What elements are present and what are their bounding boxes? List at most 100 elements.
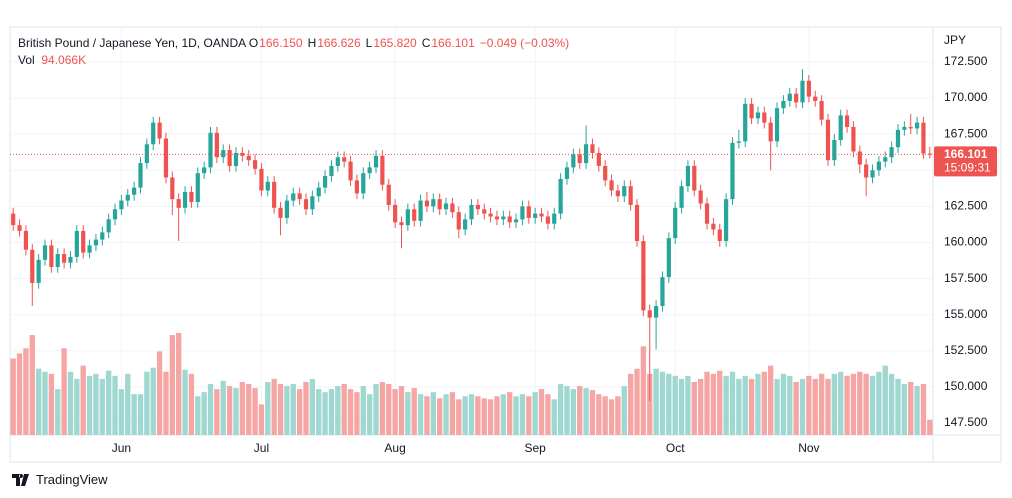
candle-body (615, 190, 621, 197)
candle-body (380, 155, 385, 185)
volume-bar (169, 335, 175, 435)
candle-body (87, 245, 92, 253)
volume-bar (793, 381, 799, 435)
volume-bar (290, 384, 296, 435)
ohlc-values: O166.150 H166.626 L165.820 C166.101 (249, 36, 480, 50)
volume-bar (513, 396, 519, 435)
volume-bar (761, 371, 767, 435)
candle-body (240, 152, 245, 156)
volume-bar (23, 348, 29, 435)
x-tick-label: Aug (384, 441, 405, 455)
volume-bar (838, 371, 844, 435)
candle-body (214, 132, 219, 158)
currency: JPY (944, 33, 966, 47)
candle-body (182, 191, 188, 208)
candle-body (628, 186, 633, 205)
volume-bar (774, 378, 780, 435)
volume-bar (602, 396, 608, 435)
candle-body (883, 157, 888, 162)
candle-body (730, 142, 735, 200)
volume-bar (640, 346, 647, 435)
volume-bar (392, 389, 398, 435)
y-tick-label: 160.000 (944, 235, 988, 249)
volume-bar (347, 389, 354, 435)
candle-body (539, 213, 544, 217)
volume-bar (125, 373, 131, 435)
volume-bar (42, 371, 48, 435)
volume-bar (577, 386, 583, 435)
candle-body (393, 204, 398, 223)
candle-body (590, 144, 595, 153)
y-tick-label: 150.000 (944, 379, 988, 393)
volume-bar (144, 371, 150, 435)
volume-bar (405, 392, 411, 435)
candle-body (558, 178, 563, 214)
candle-body (507, 216, 512, 223)
y-tick-label: 167.500 (944, 126, 988, 140)
candle-body (93, 239, 99, 246)
ohlc-key: L (365, 36, 373, 50)
volume-bar (252, 388, 258, 435)
candle-body (844, 115, 850, 127)
volume-bar (436, 398, 443, 435)
volume-bar (589, 390, 596, 435)
candle-body (895, 129, 901, 148)
volume-bar (386, 384, 392, 435)
volume-bar (494, 396, 500, 435)
candle-body (857, 151, 862, 165)
candle-body (787, 93, 792, 101)
volume-bar (398, 386, 405, 435)
volume-bar (487, 399, 494, 435)
volume-bar (666, 373, 672, 435)
candle-body (68, 256, 73, 263)
volume-bar (354, 392, 360, 435)
volume-bar (226, 386, 233, 435)
candle-body (813, 96, 818, 101)
candle-body (577, 154, 582, 164)
legend-row: British Pound / Japanese Yen, 1D, OANDA … (18, 35, 574, 52)
candle-body (246, 155, 251, 161)
volume-bar (500, 394, 507, 435)
candle-body (163, 138, 169, 178)
candle-body (227, 150, 232, 166)
volume-bar (93, 373, 99, 435)
brand: TradingView (36, 472, 108, 487)
candle-body (412, 209, 417, 221)
candle-body (717, 229, 722, 242)
volume-bar (411, 388, 417, 435)
volume-bar (80, 365, 86, 435)
ohlc-key: C (421, 36, 431, 50)
countdown: 15:09:31 (944, 161, 991, 175)
volume-bar (74, 378, 80, 435)
volume-bar (570, 389, 577, 435)
volume-bar (316, 389, 322, 435)
volume-bar (277, 384, 284, 435)
volume-bar (736, 378, 742, 435)
candle-body (596, 152, 601, 166)
volume-bar (67, 371, 74, 435)
volume-bar (239, 381, 246, 435)
ohlc-value: 165.820 (373, 36, 417, 50)
volume-bar (507, 392, 513, 435)
candle-body (112, 209, 118, 220)
candle-body (914, 122, 920, 129)
candle-body (424, 200, 430, 207)
candle-body (55, 254, 60, 268)
volume-bar (322, 392, 328, 435)
volume-bar (10, 358, 16, 435)
y-tick-label: 152.500 (944, 343, 988, 357)
volume-bar (105, 370, 112, 435)
footer[interactable]: TradingView (12, 472, 108, 487)
candle-body (36, 259, 41, 283)
volume-bar (596, 394, 602, 435)
candle-body (902, 126, 907, 130)
candle-body (692, 165, 697, 191)
candle-body (348, 161, 353, 181)
volume-bar (780, 373, 787, 435)
volume-bar (869, 375, 876, 435)
volume-bar (207, 384, 214, 435)
candle-body (724, 199, 729, 242)
volume-bar (914, 386, 920, 435)
volume-bar (48, 373, 55, 435)
volume-row: Vol 94.066K (18, 52, 574, 69)
